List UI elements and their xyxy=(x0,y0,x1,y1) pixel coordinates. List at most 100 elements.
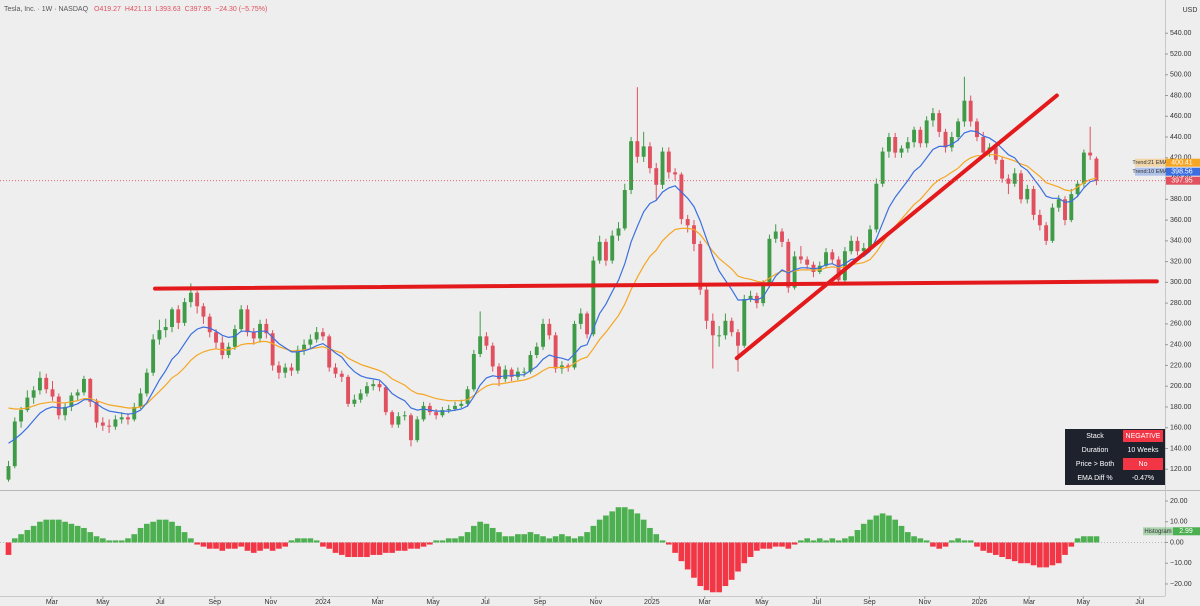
histogram-bar xyxy=(257,542,263,551)
histogram-bar xyxy=(546,538,553,543)
histogram-bar xyxy=(137,527,144,543)
trend-line xyxy=(734,93,1059,361)
histogram-bar xyxy=(621,507,628,543)
candle-body xyxy=(868,229,873,249)
histogram-bar xyxy=(942,542,949,547)
candle-body xyxy=(56,396,61,416)
series-name: Trend:21 EMA xyxy=(1132,160,1168,166)
ema-line xyxy=(8,154,1097,410)
histogram-bar xyxy=(860,523,867,543)
candle-body xyxy=(1025,188,1030,200)
candle-body xyxy=(497,366,501,379)
candle-body xyxy=(805,259,810,265)
histogram-bar xyxy=(225,542,232,549)
candle-body xyxy=(289,367,294,371)
histogram-bar xyxy=(873,515,880,543)
histogram-value: 2.99 xyxy=(1179,528,1193,535)
candle-body xyxy=(503,369,508,379)
histogram-bar xyxy=(232,542,238,549)
ema-line xyxy=(8,130,1097,444)
candle-body xyxy=(522,371,527,373)
histogram-bar xyxy=(747,542,754,558)
candle-body xyxy=(440,410,445,416)
ohlc-header-value: C397.95 xyxy=(185,6,212,13)
candle-body xyxy=(276,365,281,373)
candle-body xyxy=(572,323,577,368)
histogram-bar xyxy=(112,540,119,543)
histogram-bar xyxy=(502,536,509,543)
histogram-bar xyxy=(477,521,483,543)
candle-body xyxy=(547,323,552,336)
histogram-bar xyxy=(87,532,94,543)
candle-body xyxy=(673,172,678,175)
currency-label: USD xyxy=(1183,7,1198,14)
histogram-bar xyxy=(628,509,634,543)
histogram-bar xyxy=(904,532,911,543)
histogram-bar xyxy=(496,532,502,543)
candle-body xyxy=(226,346,231,356)
x-tick-label: 2024 xyxy=(315,599,331,606)
histogram-bar xyxy=(345,542,351,558)
histogram-bar xyxy=(24,530,31,543)
histogram-bar xyxy=(961,540,968,543)
x-tick-label: Mar xyxy=(699,599,712,606)
x-tick-label: May xyxy=(426,599,440,606)
chart-title: Tesla, Inc. · 1W · NASDAQ xyxy=(4,6,89,13)
histogram-bar xyxy=(911,536,917,543)
histogram-bar xyxy=(125,538,131,543)
histogram-bar xyxy=(1005,542,1012,560)
histogram-bar xyxy=(955,538,961,543)
y-tick-label: 120.00 xyxy=(1170,466,1192,473)
histogram-bar xyxy=(615,507,622,543)
candle-body xyxy=(886,137,891,152)
candle-body xyxy=(937,113,942,132)
candle-body xyxy=(239,309,244,330)
histogram-bar xyxy=(565,536,572,543)
histogram-bar xyxy=(936,542,943,549)
candle-body xyxy=(490,345,495,367)
candle-body xyxy=(893,137,898,153)
histogram-bar xyxy=(1081,536,1087,543)
candle-body xyxy=(780,231,784,242)
candle-body xyxy=(12,421,17,467)
candle-body xyxy=(220,342,225,356)
y-tick-label: −10.00 xyxy=(1170,560,1192,567)
histogram-bar xyxy=(55,519,62,543)
candle-body xyxy=(585,313,590,335)
candle-body xyxy=(25,397,30,411)
histogram-bar xyxy=(433,540,439,543)
histogram-bar xyxy=(338,542,345,555)
histogram-bar xyxy=(269,542,276,551)
candle-body xyxy=(748,295,753,299)
candle-body xyxy=(377,384,382,388)
histogram-bar xyxy=(427,542,433,545)
ohlc-header-value: O419.27 xyxy=(94,6,121,13)
histogram-bar xyxy=(1018,542,1024,564)
histogram-bar xyxy=(320,542,326,547)
y-tick-label: 340.00 xyxy=(1170,238,1192,245)
y-tick-label: 280.00 xyxy=(1170,300,1192,307)
x-tick-label: Mar xyxy=(46,599,59,606)
candle-body xyxy=(427,405,432,413)
x-tick-label: Sep xyxy=(863,599,876,606)
candle-body xyxy=(176,309,181,323)
histogram-bar xyxy=(313,540,320,543)
ohlc-header-value: −24.30 (−5.75%) xyxy=(215,6,267,13)
candle-body xyxy=(654,168,659,185)
candle-body xyxy=(50,389,55,397)
histogram-bar xyxy=(357,542,364,558)
candle-body xyxy=(371,384,376,387)
histogram-bar xyxy=(974,542,980,547)
candle-body xyxy=(629,141,634,190)
series-value-box xyxy=(1166,167,1200,176)
histogram-bar xyxy=(288,540,295,543)
candle-body xyxy=(434,412,439,416)
candle-body xyxy=(390,412,395,425)
candle-body xyxy=(195,292,200,307)
histogram-bar xyxy=(282,542,289,547)
candle-body xyxy=(1081,152,1086,184)
candle-body xyxy=(465,389,470,404)
histogram-bar xyxy=(175,525,182,543)
histogram-bar xyxy=(923,540,930,543)
